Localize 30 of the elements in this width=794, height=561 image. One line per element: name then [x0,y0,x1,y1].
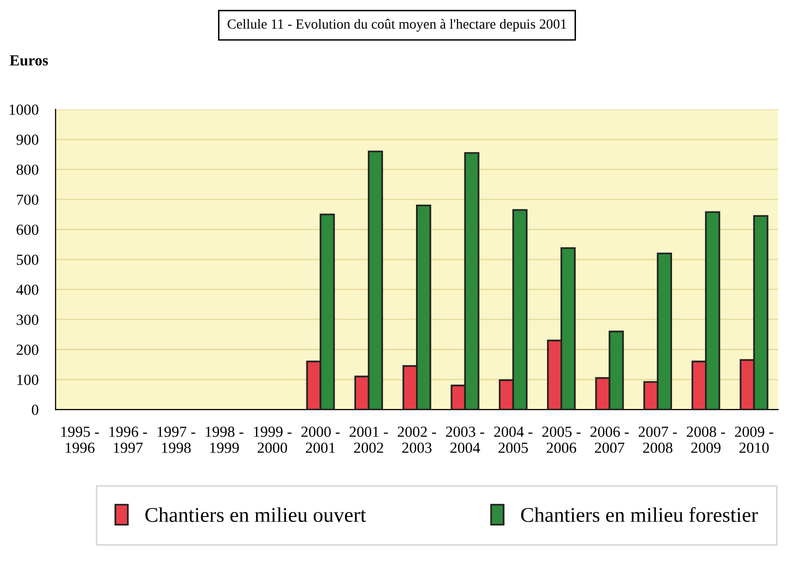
x-tick-label: 1996 - 1997 [109,426,148,453]
y-tick-label: 900 [16,134,38,145]
y-tick-label: 400 [16,284,38,295]
x-tick-label: 2001 - 2002 [350,426,388,453]
x-tick-label: 2005 - 2006 [542,426,581,453]
x-tick-label: 2004 - 2005 [494,426,532,453]
y-tick-label: 100 [17,374,38,385]
x-tick-label: 1998 - 1999 [206,426,244,453]
x-tick-label: 2009 - 2010 [734,426,774,453]
x-tick-label: 2002 - 2003 [398,426,436,453]
x-tick-label: 1999 - 2000 [254,426,292,453]
legend-label: Chantiers en milieu ouvert [145,507,366,522]
x-tick-label: 1997 - 1998 [158,426,196,453]
y-tick-label: 500 [16,254,38,265]
y-tick-label: 600 [16,224,38,235]
x-tick-label: 1995 - 1996 [61,426,99,453]
x-tick-label: 2003 - 2004 [446,426,484,453]
y-axis-title: Euros [10,55,48,66]
chart-title: Cellule 11 - Evolution du coût moyen à l'hectare depuis 2001 [228,18,566,32]
y-tick-label: 1000 [10,104,38,115]
y-tick-label: 800 [16,164,38,175]
y-tick-label: 200 [16,344,38,355]
x-tick-label: 2000 - 2001 [301,426,340,453]
y-tick-label: 0 [32,404,38,415]
legend-label: Chantiers en milieu forestier [521,507,758,522]
y-tick-label: 300 [16,314,38,325]
y-tick-label: 700 [17,194,38,205]
x-tick-label: 2006 - 2007 [590,426,629,453]
x-tick-label: 2007 - 2008 [638,426,677,453]
x-tick-label: 2008 - 2009 [686,426,726,453]
